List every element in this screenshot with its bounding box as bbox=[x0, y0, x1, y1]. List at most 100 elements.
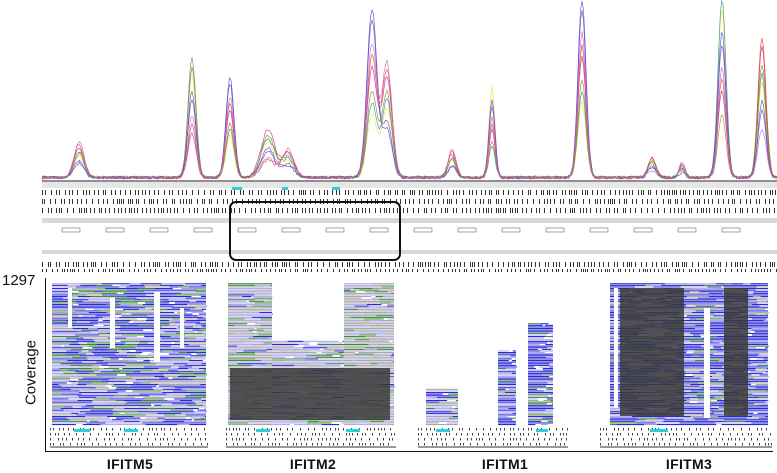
read-segment bbox=[751, 318, 767, 320]
track-feature bbox=[633, 227, 653, 233]
track-tick bbox=[51, 208, 52, 213]
read-segment bbox=[179, 374, 199, 376]
read-segment bbox=[87, 358, 111, 360]
track-tick bbox=[358, 269, 359, 272]
track-tick bbox=[113, 199, 114, 204]
read-segment bbox=[52, 393, 62, 395]
read-segment bbox=[692, 374, 711, 376]
track-tick bbox=[761, 269, 762, 272]
track-tick bbox=[600, 208, 601, 213]
read-segment bbox=[124, 408, 147, 410]
read-segment bbox=[239, 328, 255, 330]
read-segment bbox=[78, 379, 100, 381]
annotation-tick bbox=[311, 438, 312, 441]
track-tick bbox=[751, 269, 752, 272]
read-segment bbox=[99, 300, 113, 302]
read-segment bbox=[76, 302, 93, 304]
read-segment bbox=[187, 404, 204, 406]
read-segment bbox=[368, 344, 377, 346]
read-segment bbox=[340, 355, 344, 357]
track-tick bbox=[282, 208, 283, 213]
read-segment bbox=[635, 420, 664, 422]
read-segment bbox=[528, 331, 549, 333]
read-segment bbox=[760, 296, 768, 298]
read-segment bbox=[545, 409, 553, 411]
read-segment bbox=[197, 331, 206, 333]
track-tick bbox=[376, 269, 377, 272]
read-segment bbox=[686, 315, 699, 317]
read-segment bbox=[344, 340, 358, 342]
track-tick bbox=[686, 199, 687, 204]
read-segment bbox=[745, 376, 768, 378]
annotation-tick bbox=[346, 438, 347, 441]
read-segment bbox=[204, 334, 206, 336]
annotation-tick bbox=[516, 438, 517, 441]
annotation-tick bbox=[204, 428, 205, 431]
read-segment bbox=[722, 392, 724, 394]
read-segment bbox=[344, 353, 355, 355]
read-segment bbox=[184, 396, 206, 398]
annotation-tick bbox=[471, 438, 472, 441]
read-segment bbox=[393, 361, 394, 363]
annotation-tick bbox=[231, 433, 232, 436]
peak-trace-line bbox=[42, 46, 777, 181]
annotation-tick bbox=[427, 433, 428, 436]
read-segment bbox=[528, 390, 536, 392]
annotation-tick bbox=[110, 443, 111, 446]
track-tick bbox=[486, 208, 487, 213]
read-segment bbox=[545, 416, 553, 418]
read-segment bbox=[358, 299, 373, 301]
annotation-tick bbox=[711, 433, 712, 436]
read-segment bbox=[255, 323, 272, 325]
read-segment bbox=[690, 384, 705, 386]
read-segment bbox=[162, 340, 179, 342]
annotation-tick bbox=[275, 438, 276, 441]
read-segment bbox=[106, 355, 128, 357]
read-segment bbox=[747, 312, 756, 314]
track-tick bbox=[471, 269, 472, 272]
track-tick bbox=[536, 208, 537, 213]
read-segment bbox=[610, 339, 618, 341]
annotation-tick bbox=[681, 428, 682, 431]
read-segment bbox=[73, 361, 83, 363]
read-segment bbox=[745, 411, 768, 413]
read-segment bbox=[272, 355, 283, 357]
read-segment bbox=[695, 299, 717, 301]
annotation-tick bbox=[720, 428, 721, 431]
track-tick bbox=[704, 262, 705, 267]
track-tick bbox=[42, 269, 43, 272]
read-segment bbox=[379, 320, 394, 322]
read-segment bbox=[52, 416, 69, 418]
track-tick bbox=[711, 190, 712, 195]
track-tick bbox=[678, 262, 679, 267]
track-tick bbox=[627, 262, 628, 267]
read-segment bbox=[133, 382, 141, 384]
read-segment bbox=[68, 369, 80, 371]
read-segment bbox=[52, 339, 66, 341]
read-segment bbox=[52, 372, 64, 374]
read-segment bbox=[379, 302, 392, 304]
track-tick bbox=[543, 190, 544, 195]
read-segment bbox=[664, 424, 686, 426]
track-tick bbox=[455, 269, 456, 272]
track-tick bbox=[601, 269, 602, 272]
read-segment bbox=[228, 326, 255, 328]
track-tick bbox=[545, 262, 546, 267]
read-segment bbox=[377, 328, 391, 330]
read-segment bbox=[77, 395, 91, 397]
read-segment bbox=[685, 371, 700, 373]
read-segment bbox=[159, 305, 174, 307]
track-tick bbox=[635, 208, 636, 213]
track-tick bbox=[626, 199, 627, 204]
read-segment bbox=[107, 390, 126, 392]
read-segment bbox=[645, 419, 665, 421]
read-segment bbox=[373, 353, 393, 355]
track-tick bbox=[717, 190, 718, 195]
read-segment bbox=[63, 345, 89, 347]
read-segment bbox=[52, 419, 70, 421]
annotation-tick bbox=[513, 438, 514, 441]
track-tick bbox=[59, 190, 60, 195]
track-tick bbox=[150, 208, 151, 213]
track-tick bbox=[652, 208, 653, 213]
annotation-tick bbox=[764, 438, 765, 441]
